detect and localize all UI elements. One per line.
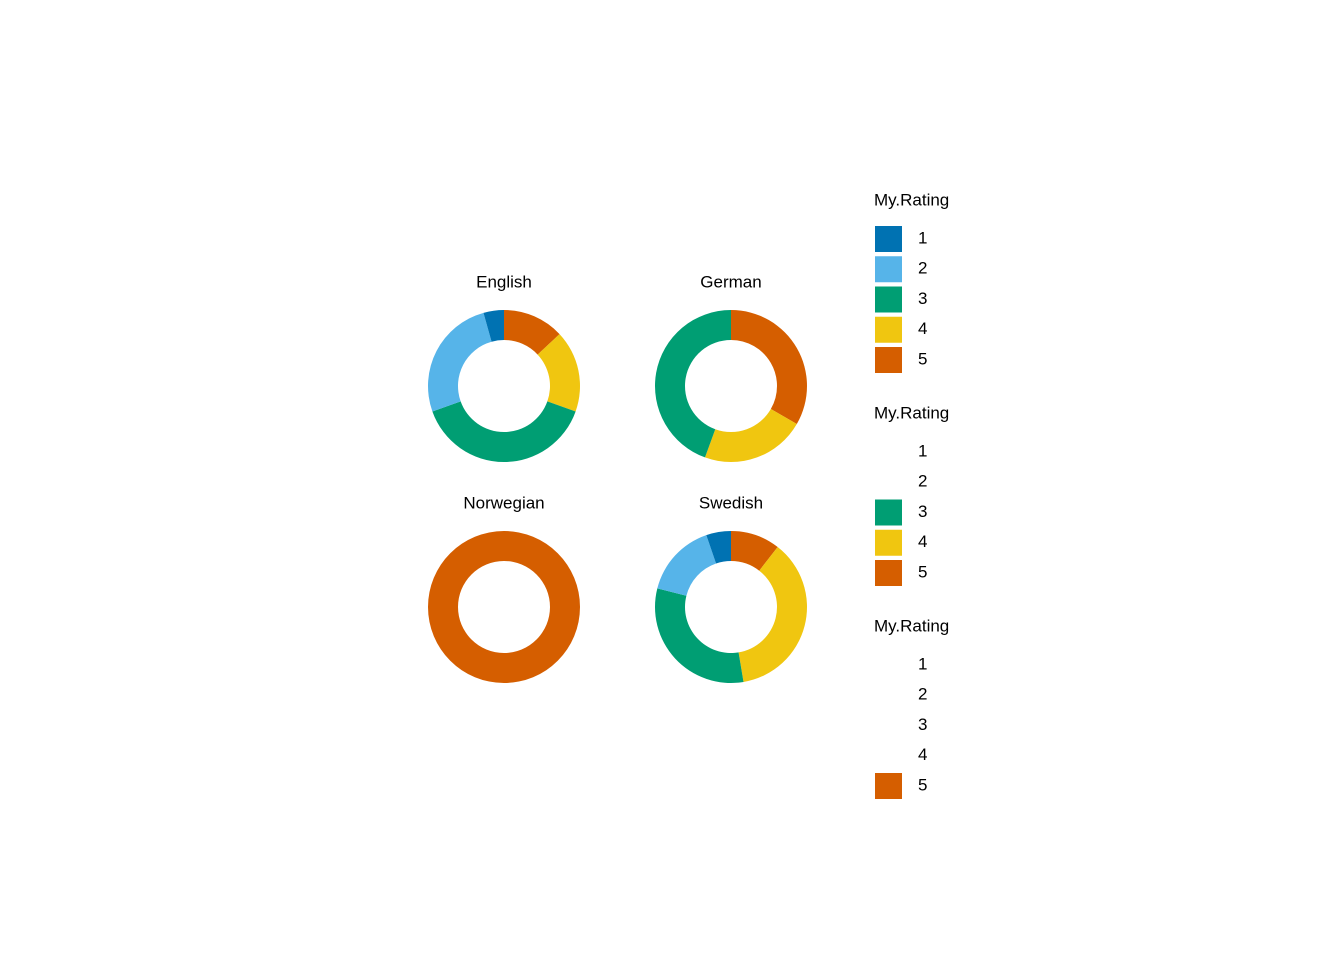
legend-key [875,347,902,373]
legend-key [875,560,902,586]
legend-label: 4 [918,745,927,764]
legend-label: 5 [918,349,927,368]
legend-label: 2 [918,685,927,704]
donut-segment [731,310,808,424]
panel-title: Norwegian [463,493,544,512]
donut-segment [731,531,778,571]
panel-title: German [700,272,761,291]
legend-key [875,226,902,252]
donut-segment [483,310,504,342]
legend-key [875,256,902,283]
donut-segment [738,547,807,682]
legend-label: 4 [918,319,927,338]
legend-label: 5 [918,775,927,794]
donut-segment [428,531,580,683]
legend-key [875,286,902,313]
donut-segment [657,535,717,596]
legend-label: 4 [918,532,927,551]
legend-label: 3 [918,289,927,308]
donut-segment [655,588,744,683]
legend-label: 1 [918,441,927,460]
legend-key [875,316,902,343]
legend-label: 5 [918,562,927,581]
legend-key [875,773,902,799]
legend-label: 2 [918,472,927,491]
legend-label: 1 [918,228,927,247]
legend-title: My.Rating [874,403,949,422]
legend-label: 3 [918,502,927,521]
donut-segment [432,401,576,462]
legend-title: My.Rating [874,190,949,209]
panel-title: Swedish [699,493,763,512]
legend-key [875,529,902,556]
legend-label: 2 [918,259,927,278]
legend-title: My.Rating [874,616,949,635]
donut-segment [706,531,731,564]
legend-label: 1 [918,654,927,673]
legend-key [875,499,902,526]
donut-segment [504,310,560,355]
donut-segment [705,409,797,462]
legend-label: 3 [918,715,927,734]
donut-segment [654,310,731,458]
donut-segment [537,334,580,412]
panel-title: English [476,272,532,291]
donut-segment [428,312,492,412]
